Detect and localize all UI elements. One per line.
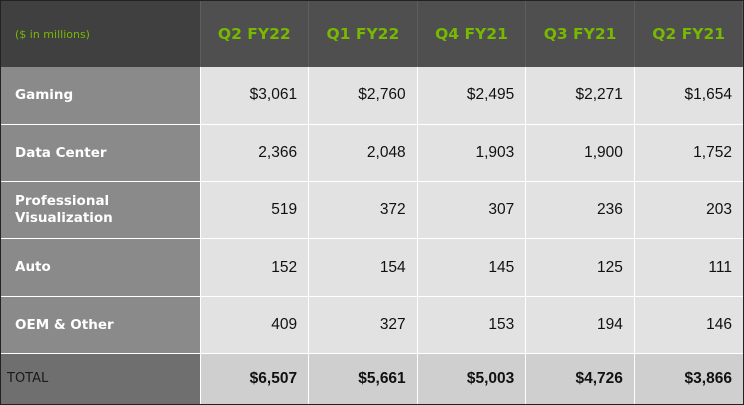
row-label: Gaming [1, 67, 200, 125]
table-cell: $2,495 [416, 67, 526, 125]
column-header: Q2 FY21 [634, 1, 744, 67]
column-header: Q3 FY21 [525, 1, 635, 67]
column-header: Q1 FY22 [308, 1, 418, 67]
table-cell: $1,654 [633, 67, 743, 125]
table-cell: 146 [633, 296, 743, 355]
table-cell: 327 [308, 296, 418, 355]
total-cell: $5,003 [416, 353, 526, 404]
table-cell: $2,760 [308, 67, 418, 125]
table-row-total: TOTAL $6,507 $5,661 $5,003 $4,726 $3,866 [1, 353, 743, 404]
total-cell: $3,866 [633, 353, 743, 404]
table-cell: 307 [416, 181, 526, 240]
table-row-professional-visualization: Professional Visualization 519 372 307 2… [1, 181, 743, 240]
table-cell: 2,048 [308, 124, 418, 183]
table-row-data-center: Data Center 2,366 2,048 1,903 1,900 1,75… [1, 124, 743, 183]
table-row-oem-other: OEM & Other 409 327 153 194 146 [1, 296, 743, 355]
table-cell: 409 [199, 296, 309, 355]
table-cell: 111 [633, 238, 743, 297]
table-cell: 153 [416, 296, 526, 355]
row-label-line: Professional [15, 193, 110, 210]
table-cell: 194 [525, 296, 635, 355]
table-cell: 372 [308, 181, 418, 240]
row-label: Auto [1, 238, 200, 297]
table-cell: 1,903 [416, 124, 526, 183]
table-cell: 1,752 [633, 124, 743, 183]
total-label: TOTAL [1, 353, 200, 404]
table-header-row: ($ in millions) Q2 FY22 Q1 FY22 Q4 FY21 … [1, 1, 744, 67]
total-cell: $4,726 [525, 353, 635, 404]
table-cell: 125 [525, 238, 635, 297]
table-cell: $3,061 [199, 67, 309, 125]
row-label: OEM & Other [1, 296, 200, 355]
table-cell: 519 [199, 181, 309, 240]
total-cell: $5,661 [308, 353, 418, 404]
table-cell: 236 [525, 181, 635, 240]
row-label: Professional Visualization [1, 181, 200, 240]
table-row-auto: Auto 152 154 145 125 111 [1, 238, 743, 297]
total-cell: $6,507 [199, 353, 309, 404]
table-cell: 152 [199, 238, 309, 297]
column-header: Q2 FY22 [200, 1, 310, 67]
column-header: Q4 FY21 [417, 1, 527, 67]
table-row-gaming: Gaming $3,061 $2,760 $2,495 $2,271 $1,65… [1, 67, 743, 125]
table-cell: $2,271 [525, 67, 635, 125]
table-cell: 2,366 [199, 124, 309, 183]
table-cell: 1,900 [525, 124, 635, 183]
row-label-line: Visualization [15, 210, 113, 227]
units-label: ($ in millions) [1, 1, 201, 67]
table-cell: 154 [308, 238, 418, 297]
table-cell: 145 [416, 238, 526, 297]
row-label: Data Center [1, 124, 200, 183]
table-cell: 203 [633, 181, 743, 240]
